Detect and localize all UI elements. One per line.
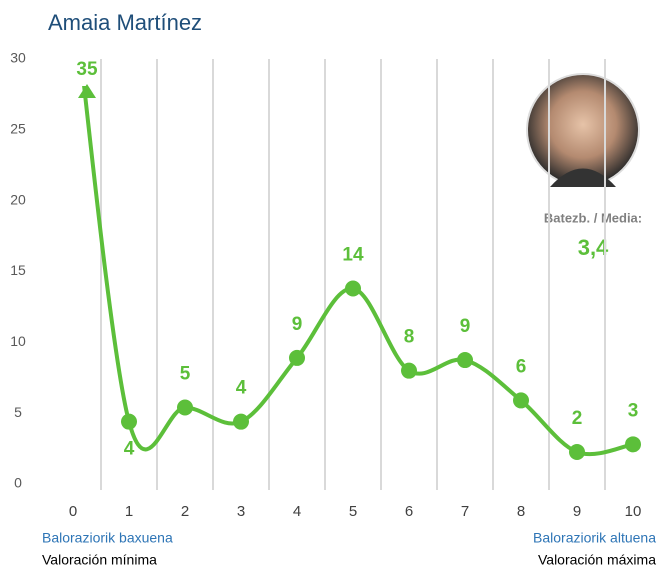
value-label: 4 bbox=[236, 378, 247, 399]
point bbox=[233, 413, 249, 430]
x-min-label: Valoración mínima bbox=[42, 552, 157, 568]
point bbox=[177, 399, 193, 416]
x-min-label: Baloraziorik baxuena bbox=[42, 530, 173, 546]
x-tick-label: 10 bbox=[625, 503, 642, 520]
point bbox=[289, 349, 305, 366]
value-label: 4 bbox=[124, 439, 135, 460]
x-tick-label: 1 bbox=[125, 503, 133, 520]
y-tick-label: 10 bbox=[10, 333, 26, 349]
value-label: 35 bbox=[76, 59, 98, 80]
value-label: 14 bbox=[342, 245, 364, 266]
point bbox=[513, 392, 529, 409]
y-tick-label: 5 bbox=[14, 404, 22, 420]
point bbox=[401, 362, 417, 379]
y-tick-label: 15 bbox=[10, 262, 26, 278]
value-label: 8 bbox=[404, 327, 415, 348]
point bbox=[625, 436, 641, 453]
value-label: 3 bbox=[628, 400, 639, 421]
point bbox=[121, 413, 137, 430]
y-tick-label: 25 bbox=[10, 121, 26, 137]
x-tick-label: 7 bbox=[461, 503, 469, 520]
value-label: 9 bbox=[460, 316, 471, 337]
x-max-label: Baloraziorik altuena bbox=[533, 530, 656, 546]
value-label: 5 bbox=[180, 364, 191, 385]
value-label: 6 bbox=[516, 356, 527, 377]
x-tick-label: 6 bbox=[405, 503, 413, 520]
x-tick-label: 4 bbox=[293, 503, 301, 520]
x-max-label: Valoración máxima bbox=[538, 552, 656, 568]
point bbox=[345, 280, 361, 297]
point bbox=[457, 352, 473, 369]
x-tick-label: 0 bbox=[69, 503, 77, 520]
x-tick-label: 2 bbox=[181, 503, 189, 520]
overflow-arrow bbox=[78, 84, 96, 98]
value-label: 9 bbox=[292, 314, 303, 335]
y-tick-label: 0 bbox=[14, 475, 22, 491]
y-tick-label: 30 bbox=[10, 50, 26, 66]
chart-title: Amaia Martínez bbox=[48, 10, 202, 35]
x-tick-label: 9 bbox=[573, 503, 581, 520]
x-tick-label: 3 bbox=[237, 503, 245, 520]
x-tick-label: 5 bbox=[349, 503, 357, 520]
average-value: 3,4 bbox=[578, 235, 609, 260]
photo bbox=[526, 73, 640, 187]
value-label: 2 bbox=[572, 408, 583, 429]
x-tick-label: 8 bbox=[517, 503, 525, 520]
y-tick-label: 20 bbox=[10, 191, 26, 207]
average-label: Batezb. / Media: bbox=[544, 210, 642, 225]
point bbox=[569, 443, 585, 460]
